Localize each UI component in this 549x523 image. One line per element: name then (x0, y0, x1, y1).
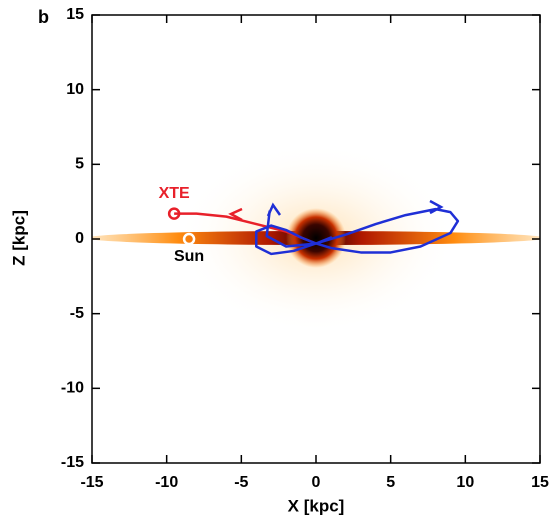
point-label: Sun (174, 248, 204, 265)
point-label: XTE (159, 185, 190, 202)
x-axis-label: X [kpc] (288, 496, 345, 515)
x-tick-label: -15 (80, 474, 103, 491)
x-tick-label: 15 (531, 474, 549, 491)
y-tick-label: -10 (61, 380, 84, 397)
x-tick-label: 5 (386, 474, 395, 491)
y-tick-label: 10 (66, 81, 84, 98)
y-axis-label: Z [kpc] (9, 210, 28, 266)
x-tick-label: -5 (234, 474, 248, 491)
arrow-head (429, 199, 444, 215)
x-tick-label: 10 (456, 474, 474, 491)
density-map (92, 143, 540, 333)
arrow-head (266, 202, 282, 217)
y-tick-label: 5 (75, 156, 84, 173)
y-tick-label: -15 (61, 454, 84, 471)
y-tick-label: 0 (75, 230, 84, 247)
x-tick-label: 0 (312, 474, 321, 491)
y-tick-label: 15 (66, 6, 84, 23)
panel-label: b (38, 7, 49, 27)
position-marker (182, 232, 196, 246)
position-marker (167, 207, 181, 220)
x-tick-label: -10 (155, 474, 178, 491)
y-tick-label: -5 (70, 305, 84, 322)
arrow-head (228, 207, 243, 222)
